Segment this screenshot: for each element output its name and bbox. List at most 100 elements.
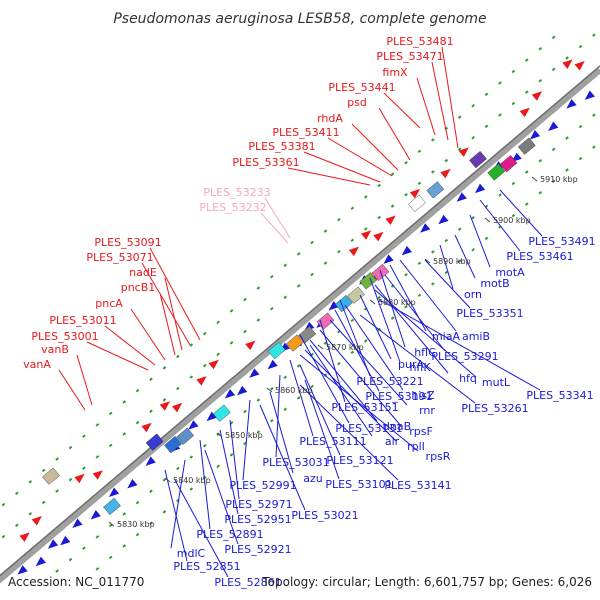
reverse-gene-label[interactable]: PLES_53341 [526,389,593,402]
forward-gene-label[interactable]: PLES_53481 [386,35,453,48]
forward-gene-arrow[interactable] [19,529,32,542]
forward-gene-arrow[interactable] [562,56,575,69]
reverse-gene-label[interactable]: purA [398,358,424,371]
reverse-gene-label[interactable]: PLES_53121 [326,454,393,467]
forward-gene-arrow[interactable] [171,400,185,413]
reverse-gene-label[interactable]: alr [385,435,400,448]
forward-gene-arrow[interactable] [574,58,588,71]
reverse-gene-label[interactable]: PLES_53351 [456,307,523,320]
reverse-gene-arrow[interactable] [546,121,559,135]
forward-gene-label[interactable]: PLES_53361 [232,156,299,169]
reverse-gene-arrow[interactable] [527,130,541,143]
reverse-gene-arrow[interactable] [454,192,467,205]
forward-gene-arrow[interactable] [373,229,386,242]
reverse-gene-label[interactable]: orn [464,288,482,301]
gene-block[interactable] [164,435,182,454]
reverse-gene-label[interactable]: hisZ [411,389,435,402]
reverse-gene-label[interactable]: PLES_53291 [431,350,498,363]
reverse-gene-arrow[interactable] [436,214,449,228]
forward-gene-label[interactable]: rhdA [317,112,343,125]
forward-gene-label[interactable]: vanB [41,343,69,356]
gene-block[interactable] [408,194,426,213]
reverse-gene-label[interactable]: PLES_53021 [291,509,358,522]
forward-gene-arrow[interactable] [92,467,106,480]
reverse-gene-arrow[interactable] [58,535,71,549]
forward-gene-arrow[interactable] [458,144,472,157]
forward-gene-arrow[interactable] [519,105,533,118]
reverse-gene-label[interactable]: rnr [419,404,435,417]
forward-gene-label[interactable]: PLES_53411 [272,126,339,139]
forward-gene-label[interactable]: PLES_53001 [31,330,98,343]
reverse-gene-label[interactable]: PLES_53461 [506,250,573,263]
reverse-gene-arrow[interactable] [33,556,46,570]
forward-gene-arrow[interactable] [31,513,45,526]
forward-gene-label[interactable]: nadE [129,266,157,279]
reverse-gene-label[interactable]: PLES_53101 [325,478,392,491]
reverse-gene-label[interactable]: rplI [407,440,425,453]
forward-gene-arrow[interactable] [385,212,398,226]
reverse-gene-label[interactable]: PLES_52971 [225,498,292,511]
forward-gene-arrow[interactable] [531,88,545,101]
gene-block[interactable] [487,163,506,181]
forward-gene-arrow[interactable] [348,244,362,257]
reverse-gene-label[interactable]: dnaB [383,420,411,433]
reverse-gene-label[interactable]: rpsR [426,450,451,463]
reverse-gene-label[interactable]: PLES_53221 [356,375,423,388]
forward-gene-arrow[interactable] [361,227,374,240]
reverse-gene-label[interactable]: PLES_52991 [229,479,296,492]
forward-gene-arrow[interactable] [440,166,453,179]
gene-block[interactable] [347,286,365,304]
forward-gene-arrow[interactable] [74,471,87,484]
forward-gene-label[interactable]: PLES_53441 [328,81,395,94]
forward-gene-arrow[interactable] [159,398,173,411]
reverse-gene-label[interactable]: PLES_52891 [196,528,263,541]
forward-gene-label[interactable]: fimX [382,66,408,79]
reverse-gene-arrow[interactable] [222,389,236,402]
reverse-gene-arrow[interactable] [45,539,59,552]
reverse-gene-arrow[interactable] [326,300,339,314]
reverse-gene-label[interactable]: mdlC [177,547,206,560]
reverse-gene-label[interactable]: hflK [409,361,431,374]
reverse-gene-label[interactable]: motB [480,277,509,290]
gene-block[interactable] [359,272,378,290]
reverse-gene-label[interactable]: PLES_53131 [335,422,402,435]
reverse-gene-arrow[interactable] [381,254,394,267]
reverse-gene-arrow[interactable] [125,478,138,492]
gene-block[interactable] [42,467,60,485]
reverse-gene-label[interactable]: PLES_53261 [461,402,528,415]
reverse-gene-arrow[interactable] [234,385,248,399]
reverse-gene-label[interactable]: PLES_52921 [224,543,291,556]
reverse-gene-arrow[interactable] [265,359,278,373]
gene-block[interactable] [212,404,231,422]
gene-block[interactable] [267,341,286,360]
highlight-gene-label[interactable]: PLES_53232 [199,201,266,214]
forward-gene-label[interactable]: vanA [23,358,51,371]
reverse-gene-arrow[interactable] [143,456,156,469]
reverse-gene-label[interactable]: PLES_53031 [262,456,329,469]
reverse-gene-label[interactable]: PLES_53141 [384,479,451,492]
reverse-gene-label[interactable]: rpsF [409,425,433,438]
reverse-gene-label[interactable]: mutL [482,376,511,389]
reverse-gene-arrow[interactable] [247,368,260,381]
forward-gene-label[interactable]: psd [347,96,367,109]
reverse-gene-label[interactable]: motA [495,266,525,279]
reverse-gene-label[interactable]: azu [303,472,323,485]
reverse-gene-label[interactable]: PLES_53111 [299,435,366,448]
reverse-gene-label[interactable]: hflC [414,346,436,359]
forward-gene-arrow[interactable] [245,338,258,351]
forward-gene-label[interactable]: PLES_53471 [376,50,443,63]
gene-block[interactable] [469,150,487,169]
reverse-gene-label[interactable]: amiB [462,330,490,343]
reverse-gene-label[interactable]: PLES_53491 [528,235,595,248]
reverse-gene-label[interactable]: PLES_52951 [224,513,291,526]
reverse-gene-arrow[interactable] [204,411,217,425]
gene-block[interactable] [517,137,536,155]
reverse-gene-arrow[interactable] [186,420,199,433]
reverse-gene-arrow[interactable] [472,183,486,197]
forward-gene-label[interactable]: PLES_53071 [86,251,153,264]
reverse-gene-arrow[interactable] [564,98,577,112]
forward-gene-arrow[interactable] [141,420,154,433]
reverse-gene-label[interactable]: hfq [459,372,477,385]
reverse-gene-label[interactable]: miaA [432,330,461,343]
